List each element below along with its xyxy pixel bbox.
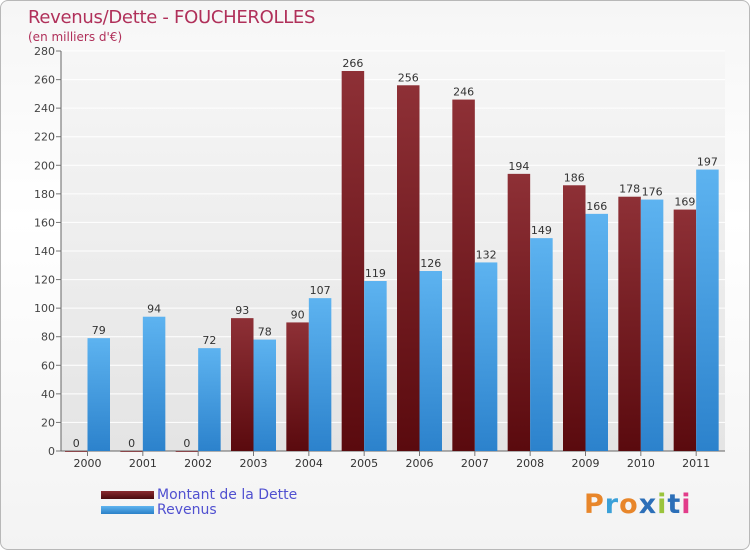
bar-revenus	[198, 348, 221, 451]
data-label-revenus: 176	[642, 186, 663, 199]
data-label-revenus: 78	[258, 326, 272, 339]
bar-revenus	[253, 339, 276, 451]
logo-letter: i	[681, 489, 692, 520]
data-label-dette: 0	[183, 437, 190, 450]
y-tick-label: 240	[34, 102, 55, 115]
y-tick-label: 140	[34, 245, 55, 258]
x-tick-label: 2001	[129, 457, 157, 470]
bar-dette	[65, 451, 88, 452]
logo-letter: P	[584, 489, 605, 520]
y-tick-label: 160	[34, 216, 55, 229]
x-tick-label: 2004	[295, 457, 323, 470]
y-tick-label: 80	[41, 331, 55, 344]
data-label-revenus: 126	[420, 257, 441, 270]
data-label-revenus: 132	[476, 248, 497, 261]
bar-dette	[286, 322, 309, 451]
data-label-revenus: 149	[531, 224, 552, 237]
data-label-revenus: 119	[365, 267, 386, 280]
bar-dette	[452, 99, 475, 452]
chart-subtitle: (en milliers d'€)	[28, 30, 123, 44]
y-tick-label: 100	[34, 302, 55, 315]
x-tick-label: 2000	[74, 457, 102, 470]
data-label-dette: 0	[73, 437, 80, 450]
data-label-dette: 169	[674, 196, 695, 209]
bar-dette	[563, 185, 586, 452]
bar-dette	[120, 451, 143, 452]
data-label-dette: 93	[235, 304, 249, 317]
logo-letter: r	[604, 489, 620, 520]
data-label-revenus: 94	[147, 303, 161, 316]
data-label-dette: 194	[508, 160, 529, 173]
bar-revenus	[87, 338, 110, 451]
data-label-dette: 266	[342, 57, 363, 70]
bar-revenus	[419, 271, 442, 451]
data-label-dette: 178	[619, 183, 640, 196]
bar-dette	[507, 173, 531, 451]
data-label-revenus: 166	[586, 200, 607, 213]
y-tick-label: 200	[34, 159, 55, 172]
y-tick-label: 260	[34, 74, 55, 87]
data-label-revenus: 79	[92, 324, 106, 337]
bar-revenus	[142, 316, 166, 451]
logo-letter: i	[657, 489, 668, 520]
legend-swatch-dette	[101, 490, 154, 499]
bar-dette	[175, 451, 199, 452]
data-label-revenus: 107	[310, 284, 331, 297]
bar-revenus	[474, 262, 498, 451]
y-tick-label: 40	[41, 388, 55, 401]
data-label-revenus: 197	[697, 156, 718, 169]
x-tick-label: 2002	[184, 457, 212, 470]
bar-revenus	[585, 213, 608, 451]
data-label-dette: 246	[453, 86, 474, 99]
x-tick-label: 2006	[406, 457, 434, 470]
proxiti-logo: Proxiti	[584, 489, 692, 520]
x-tick-label: 2005	[350, 457, 378, 470]
legend-label-dette: Montant de la Dette	[157, 486, 298, 503]
bar-revenus	[308, 298, 332, 451]
legend-item-revenus: Revenus	[101, 501, 297, 518]
bar-revenus	[530, 238, 553, 451]
y-tick-label: 280	[34, 45, 55, 58]
x-tick-label: 2008	[516, 457, 544, 470]
chart-title: Revenus/Dette - FOUCHEROLLES	[28, 7, 316, 28]
bar-dette	[231, 318, 254, 451]
x-tick-label: 2003	[240, 457, 268, 470]
legend-label-revenus: Revenus	[157, 501, 217, 518]
logo-letter: t	[667, 489, 682, 520]
x-tick-label: 2010	[627, 457, 655, 470]
bar-revenus	[640, 199, 664, 451]
x-tick-label: 2009	[572, 457, 600, 470]
data-label-dette: 186	[564, 171, 585, 184]
data-label-dette: 90	[291, 308, 305, 321]
logo-letter: x	[638, 489, 658, 520]
data-label-revenus: 72	[202, 334, 216, 347]
data-label-dette: 0	[128, 437, 135, 450]
bar-dette	[397, 85, 420, 452]
legend-item-dette: Montant de la Dette	[101, 486, 298, 503]
bar-revenus	[696, 169, 719, 452]
legend-swatch-revenus	[101, 505, 154, 514]
y-tick-label: 20	[41, 416, 55, 429]
y-tick-label: 60	[41, 359, 55, 372]
y-tick-label: 120	[34, 274, 55, 287]
x-tick-label: 2007	[461, 457, 489, 470]
y-tick-label: 220	[34, 131, 55, 144]
y-tick-label: 0	[48, 445, 55, 458]
data-label-dette: 256	[398, 71, 419, 84]
bar-dette	[341, 71, 365, 451]
bar-dette	[673, 209, 697, 451]
legend: Montant de la Dette Revenus	[101, 486, 298, 518]
bar-revenus	[364, 281, 387, 451]
x-tick-label: 2011	[682, 457, 710, 470]
logo-letter: o	[619, 489, 639, 520]
bar-dette	[618, 196, 641, 451]
y-tick-label: 180	[34, 188, 55, 201]
